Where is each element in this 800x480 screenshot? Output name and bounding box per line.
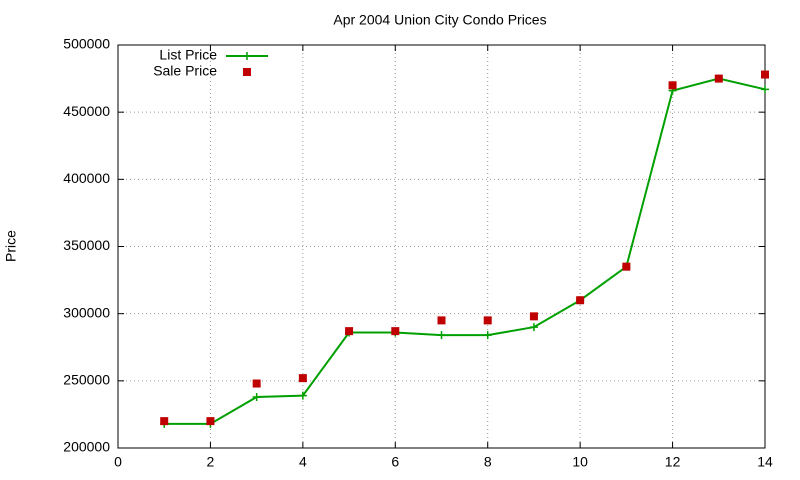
y-tick-label: 300000 — [63, 304, 110, 320]
y-tick-label: 500000 — [63, 36, 110, 52]
point-marker — [622, 262, 631, 271]
plot-frame — [117, 44, 766, 449]
point-marker — [529, 323, 538, 332]
point-marker — [298, 391, 307, 400]
y-tick-label: 250000 — [63, 372, 110, 388]
series-line — [164, 77, 766, 425]
x-tick-label: 12 — [665, 454, 681, 470]
point-marker — [761, 70, 769, 79]
legend-marker — [243, 68, 251, 76]
point-marker — [714, 74, 723, 83]
point-marker — [668, 81, 677, 90]
x-tick-label: 14 — [757, 454, 773, 470]
point-marker — [437, 316, 446, 325]
chart-title: Apr 2004 Union City Condo Prices — [333, 12, 546, 28]
point-marker — [160, 417, 169, 426]
y-tick-label: 350000 — [63, 237, 110, 253]
point-marker — [483, 331, 492, 340]
y-tick-label: 450000 — [63, 103, 110, 119]
point-marker — [206, 417, 215, 426]
legend-label: Sale Price — [153, 63, 217, 79]
point-marker — [345, 327, 354, 336]
x-tick-label: 10 — [572, 454, 588, 470]
point-marker — [252, 392, 261, 401]
x-tick-label: 8 — [484, 454, 492, 470]
point-marker — [761, 85, 769, 94]
point-marker — [529, 312, 538, 321]
point-marker — [437, 331, 446, 340]
point-marker — [576, 296, 585, 305]
legend-label: List Price — [159, 47, 217, 63]
legend-marker — [243, 52, 251, 60]
x-tick-label: 0 — [114, 454, 122, 470]
x-tick-label: 2 — [207, 454, 215, 470]
x-tick-label: 6 — [391, 454, 399, 470]
y-axis-label: Price — [3, 230, 19, 262]
point-marker — [252, 379, 261, 388]
y-tick-label: 400000 — [63, 170, 110, 186]
point-marker — [298, 374, 307, 383]
y-tick-label: 200000 — [63, 439, 110, 455]
x-tick-label: 4 — [299, 454, 307, 470]
point-marker — [483, 316, 492, 325]
point-marker — [391, 327, 400, 336]
